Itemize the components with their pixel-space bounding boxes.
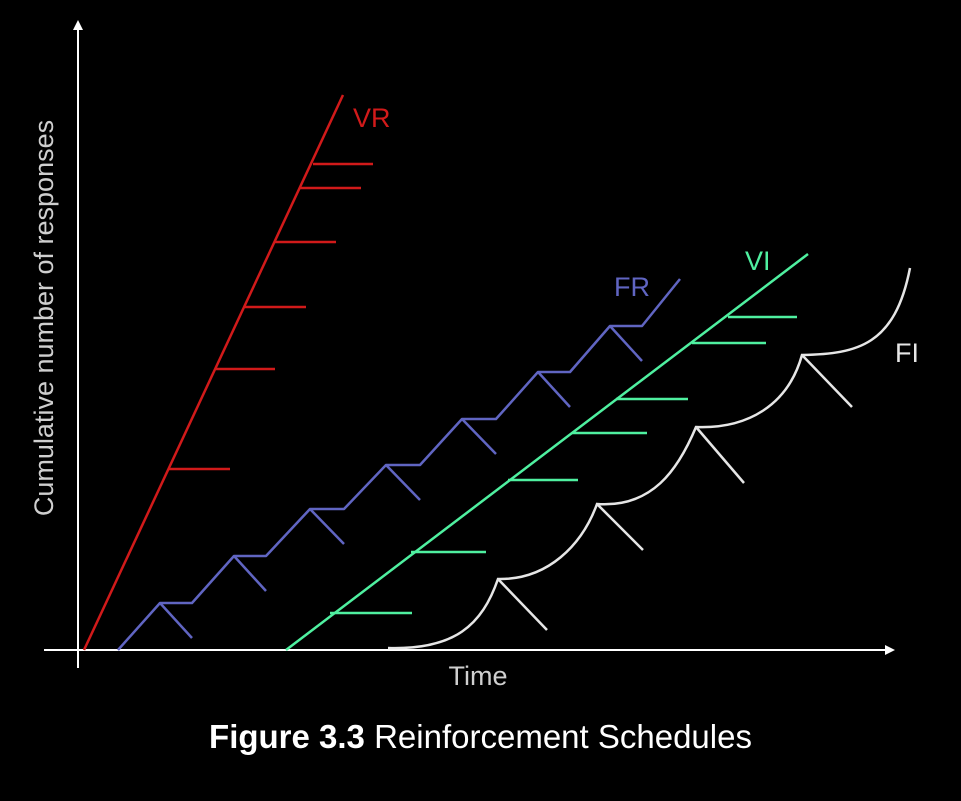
fr-label: FR (614, 272, 650, 302)
schedules-diagram: Time Cumulative number of responses VR F… (29, 20, 919, 691)
fi-label: FI (895, 338, 919, 368)
figure-caption: Figure 3.3 Reinforcement Schedules (0, 718, 961, 756)
vr-label: VR (353, 103, 391, 133)
figure-number: Figure 3.3 (209, 718, 365, 755)
vi-curve (285, 253, 809, 651)
figure-title: Reinforcement Schedules (374, 718, 752, 755)
x-axis-label: Time (449, 661, 508, 691)
y-axis-label: Cumulative number of responses (29, 120, 59, 516)
fr-curve (117, 278, 681, 651)
fi-curve (387, 267, 912, 650)
vi-label: VI (745, 246, 771, 276)
vr-curve (82, 94, 373, 651)
